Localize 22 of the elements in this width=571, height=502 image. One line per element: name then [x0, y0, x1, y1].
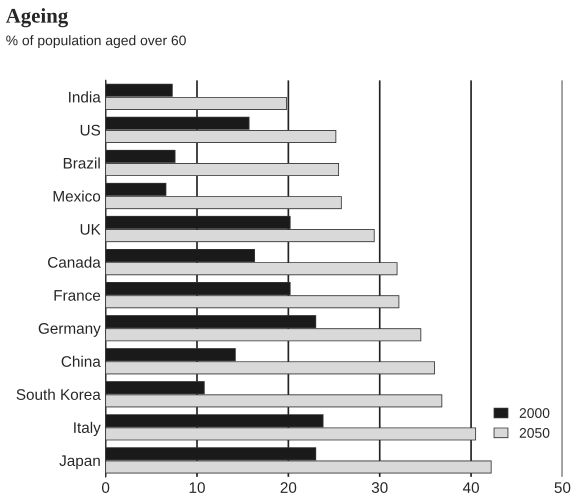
y-tick-label: Germany: [38, 323, 101, 337]
y-tick-label: Mexico: [54, 190, 100, 202]
y-tick-label: US: [80, 124, 100, 136]
y-tick-label: Brazil: [64, 157, 100, 169]
legend-label: 2050: [520, 428, 550, 438]
chart-subtitle: % of population aged over 60: [6, 35, 186, 48]
y-tick-label: China: [62, 356, 101, 367]
x-tick-label: 50: [554, 482, 570, 493]
y-tick-label: Italy: [74, 422, 101, 436]
x-tick-label: 0: [102, 482, 110, 493]
y-tick-label: Japan: [59, 455, 100, 470]
y-tick-label: Canada: [48, 256, 101, 268]
y-tick-label: South Korea: [16, 388, 101, 400]
chart-title: Ageing: [6, 8, 68, 28]
y-tick-label: France: [54, 290, 100, 301]
y-tick-label: UK: [80, 224, 101, 235]
x-tick-label: 10: [190, 482, 205, 493]
legend-label: 2000: [520, 408, 550, 418]
x-tick-label: 40: [462, 482, 479, 493]
y-tick-label: India: [69, 91, 101, 103]
x-tick-label: 30: [372, 482, 388, 493]
x-tick-label: 20: [280, 482, 296, 493]
